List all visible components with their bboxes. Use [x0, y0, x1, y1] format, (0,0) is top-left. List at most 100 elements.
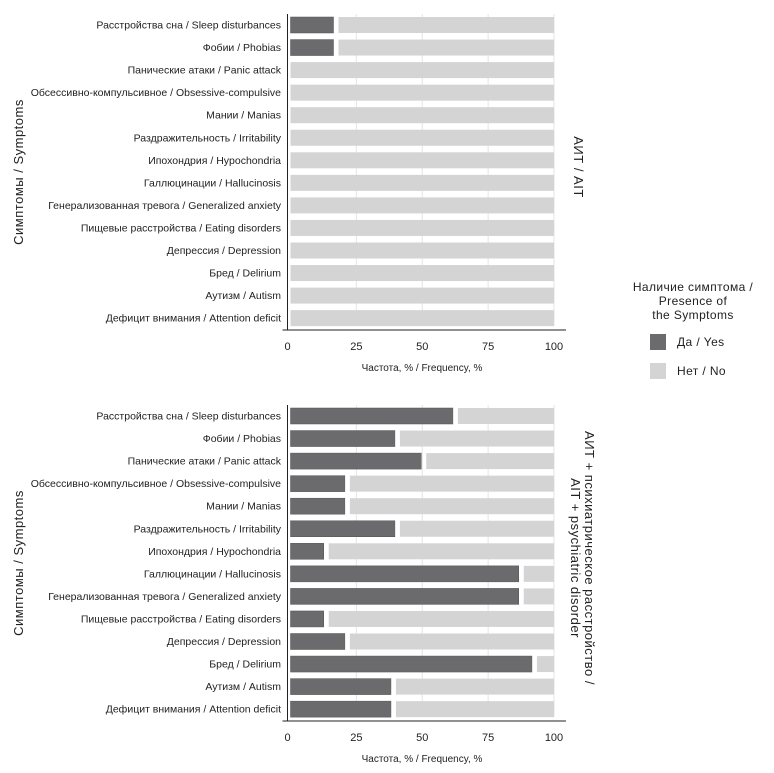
- bar-yes: [290, 520, 396, 537]
- bar-no: [290, 62, 554, 79]
- x-tick-label: 25: [350, 732, 362, 744]
- legend-title: Presence of: [659, 294, 728, 308]
- category-label: Панические атаки / Panic attack: [128, 65, 282, 77]
- bar-no: [290, 129, 554, 146]
- category-label: Дефицит внимания / Attention deficit: [106, 704, 281, 716]
- bar-no: [338, 17, 554, 33]
- category-label: Панические атаки / Panic attack: [128, 456, 282, 468]
- category-label: Расстройства сна / Sleep disturbances: [96, 20, 281, 32]
- bar-no: [349, 633, 554, 650]
- category-label: Бред / Delirium: [209, 268, 281, 280]
- bar-no: [290, 265, 554, 282]
- category-label: Фобии / Phobias: [203, 433, 281, 445]
- legend-swatch: [650, 334, 666, 350]
- category-label: Галлюцинации / Hallucinosis: [144, 568, 281, 580]
- bar-yes: [290, 543, 325, 560]
- bar-yes: [290, 565, 519, 583]
- bar-yes: [290, 610, 325, 628]
- bar-no: [338, 39, 554, 56]
- facet-label: АИТ / AIT: [571, 136, 586, 198]
- category-label: Депрессия / Depression: [167, 245, 281, 257]
- category-label: Ипохондрия / Hypochondria: [148, 546, 281, 558]
- panel-1: Расстройства сна / Sleep disturbances Фоб…: [11, 14, 586, 374]
- facet-label: AIT + psychiatric disorder: [568, 478, 583, 638]
- bar-yes: [290, 452, 422, 470]
- bar-yes: [290, 16, 334, 34]
- bar-yes: [290, 588, 519, 605]
- x-tick-label: 25: [350, 341, 362, 353]
- bar-yes: [290, 655, 533, 673]
- bar-no: [290, 310, 554, 327]
- x-tick-label: 75: [482, 732, 494, 744]
- category-label: Пищевые расстройства / Eating disorders: [81, 613, 281, 625]
- bar-yes: [290, 407, 454, 425]
- category-label: Расстройства сна / Sleep disturbances: [96, 411, 281, 423]
- bar-no: [290, 197, 554, 214]
- y-axis-title: Симптомы / Symptoms: [11, 99, 26, 245]
- x-tick-label: 50: [416, 732, 428, 744]
- category-label: Обсессивно-компульсивное / Obsessive-com…: [31, 478, 281, 490]
- bar-no: [457, 408, 554, 424]
- bar-no: [290, 107, 554, 124]
- bar-no: [399, 430, 554, 447]
- category-label: Фобии / Phobias: [203, 42, 281, 54]
- legend-label: Нет / No: [677, 364, 726, 378]
- x-tick-label: 100: [545, 732, 563, 744]
- bar-yes: [290, 39, 334, 56]
- category-label: Аутизм / Autism: [205, 681, 281, 693]
- bar-no: [290, 84, 554, 101]
- bar-yes: [290, 700, 392, 718]
- x-tick-label: 50: [416, 341, 428, 353]
- legend-title: the Symptoms: [652, 308, 734, 322]
- category-label: Пищевые расстройства / Eating disorders: [81, 222, 281, 234]
- category-label: Аутизм / Autism: [205, 290, 281, 302]
- facet-label: АИТ + психиатрическое расстройство /: [582, 431, 597, 685]
- x-tick-label: 0: [284, 341, 290, 353]
- x-tick-label: 100: [545, 341, 563, 353]
- bar-yes: [290, 633, 346, 650]
- category-label: Ипохондрия / Hypochondria: [148, 155, 281, 167]
- category-label: Галлюцинации / Hallucinosis: [144, 177, 281, 189]
- bar-no: [395, 701, 554, 718]
- category-label: Раздражительность / Irritability: [134, 132, 282, 144]
- category-label: Генерализованная тревога / Generalized a…: [48, 591, 282, 603]
- category-label: Мании / Manias: [206, 110, 281, 122]
- category-label: Депрессия / Depression: [167, 636, 281, 648]
- bar-no: [523, 565, 554, 582]
- category-label: Бред / Delirium: [209, 659, 281, 671]
- bar-yes: [290, 497, 346, 515]
- legend-swatch: [650, 363, 666, 379]
- panel-2: Расстройства сна / Sleep disturbances Фоб…: [11, 405, 597, 765]
- bar-yes: [290, 430, 396, 447]
- bar-no: [426, 453, 554, 470]
- bar-no: [523, 588, 554, 605]
- bar-no: [349, 475, 554, 492]
- bar-no: [395, 678, 554, 695]
- bar-no: [290, 174, 554, 191]
- bar-no: [290, 287, 554, 304]
- bar-no: [328, 610, 554, 627]
- x-tick-label: 0: [284, 732, 290, 744]
- bar-no: [328, 543, 554, 560]
- x-axis-title: Частота, % / Frequency, %: [362, 363, 483, 374]
- y-axis-title: Симптомы / Symptoms: [11, 490, 26, 636]
- category-label: Дефицит внимания / Attention deficit: [106, 313, 281, 325]
- bar-yes: [290, 475, 346, 492]
- bar-yes: [290, 678, 392, 695]
- bar-no: [536, 656, 554, 673]
- category-label: Обсессивно-компульсивное / Obsessive-com…: [31, 87, 281, 99]
- legend-title: Наличие симптома /: [633, 280, 754, 294]
- bar-no: [290, 219, 554, 236]
- category-label: Раздражительность / Irritability: [134, 523, 282, 535]
- bar-no: [290, 152, 554, 169]
- x-axis-title: Частота, % / Frequency, %: [362, 754, 483, 765]
- bar-no: [290, 242, 554, 259]
- legend-label: Да / Yes: [677, 335, 725, 349]
- bar-no: [349, 498, 554, 515]
- x-tick-label: 75: [482, 341, 494, 353]
- bar-no: [399, 520, 554, 537]
- category-label: Генерализованная тревога / Generalized a…: [48, 200, 282, 212]
- category-label: Мании / Manias: [206, 501, 281, 513]
